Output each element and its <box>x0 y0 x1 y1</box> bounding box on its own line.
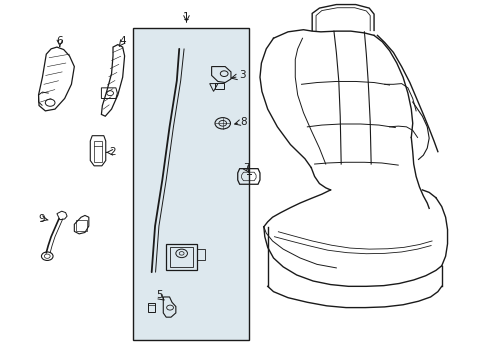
Text: 2: 2 <box>109 147 116 157</box>
Bar <box>148 303 155 312</box>
Bar <box>170 247 193 267</box>
Bar <box>94 141 102 162</box>
Bar <box>133 28 249 339</box>
Bar <box>76 220 87 231</box>
Text: 9: 9 <box>38 214 45 224</box>
Text: 7: 7 <box>243 163 250 172</box>
Text: 4: 4 <box>119 36 126 46</box>
Text: 1: 1 <box>183 12 189 22</box>
Text: 3: 3 <box>238 71 245 80</box>
Text: 8: 8 <box>240 117 246 126</box>
Bar <box>166 244 197 270</box>
Text: 6: 6 <box>57 36 63 46</box>
Text: 5: 5 <box>156 290 163 300</box>
